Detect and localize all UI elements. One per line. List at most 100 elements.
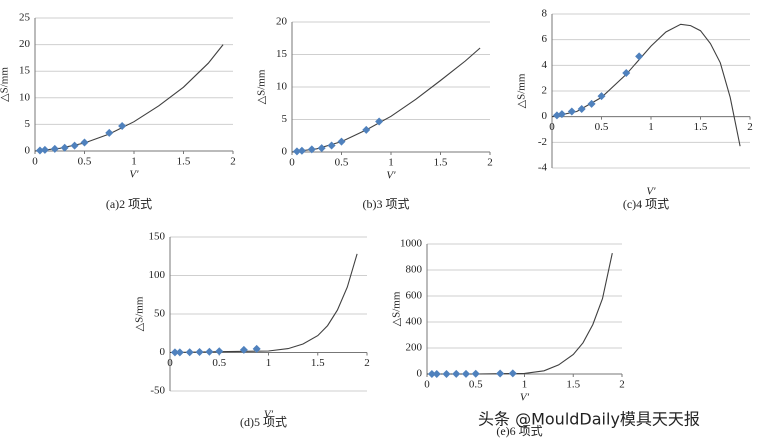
x-tick-label: 0: [289, 157, 295, 169]
data-point: [471, 369, 480, 378]
x-tick-label: 2: [230, 156, 236, 168]
data-point: [362, 125, 371, 134]
y-tick-label: 0: [282, 146, 288, 158]
data-point: [60, 143, 69, 152]
y-tick-label: 15: [276, 48, 288, 60]
y-tick-label: 6: [542, 33, 548, 45]
data-point: [587, 99, 596, 108]
y-tick-label: 5: [25, 118, 31, 130]
data-point: [508, 369, 517, 378]
data-point: [185, 348, 194, 357]
x-tick-label: 1: [266, 357, 272, 369]
x-tick-label: 0.5: [469, 379, 483, 391]
y-tick-label: 200: [406, 342, 423, 354]
data-point: [327, 141, 336, 150]
y-tick-label: 20: [19, 38, 31, 50]
y-tick-label: 600: [406, 290, 423, 302]
fit-curve: [169, 253, 358, 354]
x-tick-label: 1: [522, 379, 528, 391]
x-tick-label: 2: [487, 157, 493, 169]
y-tick-label: 10: [19, 91, 31, 103]
data-point: [40, 145, 49, 154]
x-tick-label: 1.5: [566, 379, 580, 391]
fit-curve: [291, 47, 481, 153]
data-point: [215, 347, 224, 356]
watermark: 头条 @MouldDaily模具天天报: [478, 410, 700, 429]
data-point: [252, 344, 261, 353]
fit-curve: [427, 252, 613, 375]
data-point: [496, 369, 505, 378]
y-tick-label: 2: [542, 85, 548, 97]
x-axis-label: V′: [264, 409, 274, 421]
data-point: [35, 146, 44, 155]
x-tick-label: 0.5: [335, 157, 349, 169]
x-axis-label: V′: [129, 169, 139, 181]
y-tick-label: 4: [542, 59, 548, 71]
y-tick-label: 0: [417, 368, 423, 380]
x-tick-label: 1.5: [177, 156, 191, 168]
x-tick-label: 0.5: [212, 357, 226, 369]
y-tick-label: 150: [149, 231, 166, 243]
y-tick-label: -2: [538, 136, 547, 148]
x-tick-label: 2: [619, 379, 625, 391]
x-tick-label: 0: [549, 121, 555, 133]
x-tick-label: 0: [167, 357, 173, 369]
y-axis-label: △S/mm: [391, 291, 403, 326]
data-point: [442, 369, 451, 378]
data-point: [170, 348, 179, 357]
x-tick-label: 1.5: [311, 357, 325, 369]
data-point: [297, 146, 306, 155]
data-point: [239, 345, 248, 354]
x-axis-label: V′: [520, 392, 530, 404]
data-point: [337, 137, 346, 146]
data-point: [50, 144, 59, 153]
data-point: [622, 69, 631, 78]
x-tick-label: 0: [32, 156, 38, 168]
data-point: [577, 104, 586, 113]
x-tick-label: 2: [364, 357, 370, 369]
y-axis-label: △S/mm: [0, 67, 11, 102]
data-point: [462, 369, 470, 378]
y-tick-label: 50: [154, 308, 166, 320]
data-point: [635, 52, 644, 61]
y-tick-label: 100: [149, 269, 166, 281]
y-axis-label: △S/mm: [256, 69, 268, 104]
x-tick-label: 1: [131, 156, 137, 168]
y-tick-label: 0: [25, 145, 31, 157]
x-axis-label: V′: [386, 170, 396, 182]
caption: (c)4 项式: [623, 197, 669, 211]
data-point: [80, 138, 89, 147]
data-point: [317, 144, 326, 153]
y-tick-label: 25: [19, 12, 31, 24]
y-tick-label: 8: [542, 8, 548, 20]
y-tick-label: 800: [406, 264, 423, 276]
x-tick-label: 0: [424, 379, 430, 391]
y-tick-label: 5: [282, 113, 288, 125]
caption: (b)3 项式: [363, 197, 410, 211]
y-tick-label: 20: [276, 16, 288, 28]
x-tick-label: 0.5: [78, 156, 92, 168]
x-tick-label: 1: [648, 121, 654, 133]
fit-curve: [34, 44, 224, 152]
data-point: [375, 117, 384, 126]
x-tick-label: 1.5: [434, 157, 448, 169]
data-point: [175, 348, 184, 357]
x-tick-label: 1.5: [694, 121, 708, 133]
fit-curve: [551, 23, 741, 147]
data-point: [205, 347, 214, 356]
y-tick-label: 10: [276, 81, 288, 93]
y-tick-label: -50: [150, 385, 165, 397]
data-point: [292, 147, 301, 156]
data-point: [567, 107, 576, 116]
caption: (e)6 项式: [496, 424, 542, 438]
x-axis-label: V′: [646, 186, 656, 198]
y-axis-label: △S/mm: [516, 73, 528, 108]
y-tick-label: 400: [406, 316, 423, 328]
data-point: [432, 369, 441, 378]
data-point: [557, 110, 566, 119]
data-point: [307, 145, 316, 154]
data-point: [70, 141, 79, 150]
caption: (d)5 项式: [240, 415, 287, 429]
y-axis-label: △S/mm: [134, 296, 146, 331]
y-tick-label: 0: [542, 110, 548, 122]
